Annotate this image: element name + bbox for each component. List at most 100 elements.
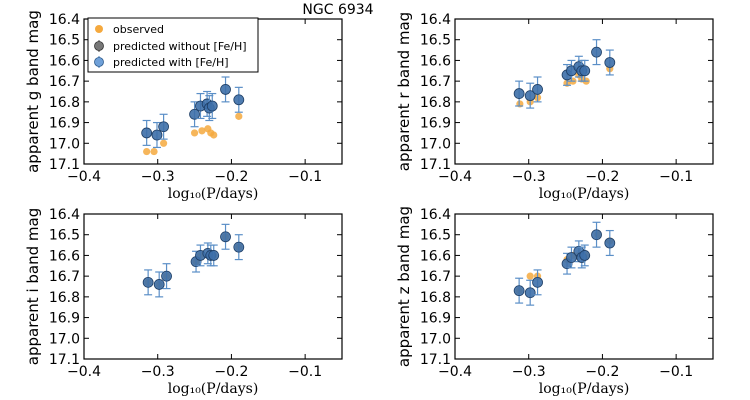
x-tick-label: −0.3 (141, 364, 175, 380)
predicted-point (579, 250, 591, 261)
y-tick-label: 16.8 (49, 95, 80, 111)
y-tick-label: 16.8 (420, 95, 451, 111)
predicted-point (591, 46, 602, 58)
predicted-point (158, 121, 170, 133)
predicted-point (220, 231, 231, 243)
y-tick-label: 16.7 (49, 74, 80, 90)
y-tick-label: 16.6 (49, 248, 80, 264)
y-tick-label: 17.0 (420, 136, 451, 152)
observed-point (235, 112, 243, 120)
ylabel-g: apparent g band mag (24, 10, 42, 173)
y-tick-label: 16.4 (49, 12, 80, 28)
y-tick-label: 17.0 (420, 331, 451, 347)
y-tick-label: 16.6 (420, 53, 451, 69)
y-tick-label: 17.1 (49, 157, 80, 173)
x-tick-label: −0.4 (438, 169, 472, 185)
x-tick-label: −0.1 (659, 364, 693, 380)
x-tick-label: −0.2 (214, 364, 248, 380)
figure-title: NGC 6934 (302, 2, 373, 18)
predicted-point (189, 108, 200, 120)
predicted-point (206, 100, 218, 112)
y-tick-label: 16.8 (420, 290, 451, 306)
panel-z-band: apparent z band mag log₁₀(P/days) −0.4 −0… (395, 206, 714, 397)
xlabel-g: log₁₀(P/days) (168, 186, 259, 202)
plot-area-i (83, 213, 343, 360)
predicted-point (524, 90, 536, 102)
x-tick-label: −0.1 (659, 169, 693, 185)
legend-without-label: predicted without [Fe/H] (113, 40, 247, 53)
y-tick-label: 17.1 (420, 157, 451, 173)
y-tick-label: 16.6 (420, 248, 451, 264)
predicted-point (142, 276, 154, 288)
observed-point (143, 147, 151, 156)
y-tick-label: 16.9 (420, 311, 451, 327)
predicted-point (579, 65, 591, 77)
x-tick-label: −0.2 (585, 169, 619, 185)
x-tick-label: −0.4 (438, 364, 472, 380)
plot-area-r (454, 18, 714, 165)
y-tick-label: 16.4 (420, 12, 451, 28)
observed-point (160, 139, 168, 147)
predicted-point (513, 88, 525, 99)
xlabel-z: log₁₀(P/days) (539, 381, 630, 397)
panel-i-band: apparent i band mag log₁₀(P/days) −0.4 −0… (24, 207, 343, 397)
x-tick-label: −0.3 (512, 364, 546, 380)
y-tick-label: 16.5 (49, 228, 80, 244)
y-tick-label: 16.5 (420, 33, 451, 49)
x-tick-label: −0.4 (67, 364, 101, 380)
plot-area-z (454, 213, 714, 360)
y-tick-label: 17.0 (49, 331, 80, 347)
legend-observed-marker (95, 25, 103, 33)
predicted-point (161, 270, 172, 282)
predicted-point (513, 285, 525, 297)
x-tick-label: −0.2 (214, 169, 248, 185)
x-tick-label: −0.3 (512, 169, 546, 185)
x-tick-label: −0.2 (585, 364, 619, 380)
legend-without-marker (94, 41, 104, 51)
y-tick-label: 16.6 (49, 53, 80, 69)
legend-with-marker (94, 57, 104, 67)
y-tick-label: 17.1 (420, 352, 451, 368)
predicted-point (591, 229, 602, 241)
observed-point (190, 129, 199, 137)
predicted-point (604, 237, 616, 249)
y-tick-label: 16.9 (49, 311, 80, 327)
y-tick-label: 16.5 (49, 33, 80, 49)
predicted-point (220, 84, 231, 95)
observed-point (198, 127, 206, 135)
predicted-point (604, 57, 616, 68)
y-tick-label: 16.9 (49, 116, 80, 132)
y-tick-label: 16.9 (420, 116, 451, 132)
y-tick-label: 17.1 (49, 352, 80, 368)
predicted-point (233, 241, 245, 253)
y-tick-label: 17.0 (49, 136, 80, 152)
predicted-point (153, 279, 165, 290)
predicted-point (233, 94, 245, 106)
y-tick-label: 16.5 (420, 228, 451, 244)
y-tick-label: 16.7 (49, 269, 80, 285)
x-tick-label: −0.1 (288, 169, 322, 185)
y-tick-label: 16.7 (420, 74, 451, 90)
predicted-point (141, 127, 153, 139)
legend-box (87, 17, 259, 73)
ylabel-i: apparent i band mag (24, 208, 42, 365)
xlabel-i: log₁₀(P/days) (168, 381, 259, 397)
predicted-point (532, 276, 543, 288)
observed-point (210, 131, 218, 139)
predicted-point (524, 287, 536, 299)
ylabel-z: apparent z band mag (395, 206, 413, 367)
observed-point (150, 147, 158, 156)
x-tick-label: −0.3 (141, 169, 175, 185)
predicted-point (208, 250, 220, 261)
x-tick-label: −0.1 (288, 364, 322, 380)
y-tick-label: 16.4 (420, 207, 451, 223)
predicted-point (532, 84, 543, 95)
panel-r-band: apparent r band mag log₁₀(P/days) −0.4 −0… (395, 12, 714, 202)
predicted-point (151, 129, 163, 141)
legend-observed-label: observed (113, 23, 164, 36)
observed-point (526, 272, 534, 280)
y-tick-label: 16.8 (49, 290, 80, 306)
y-tick-label: 16.7 (420, 269, 451, 285)
y-tick-label: 16.4 (49, 207, 80, 223)
